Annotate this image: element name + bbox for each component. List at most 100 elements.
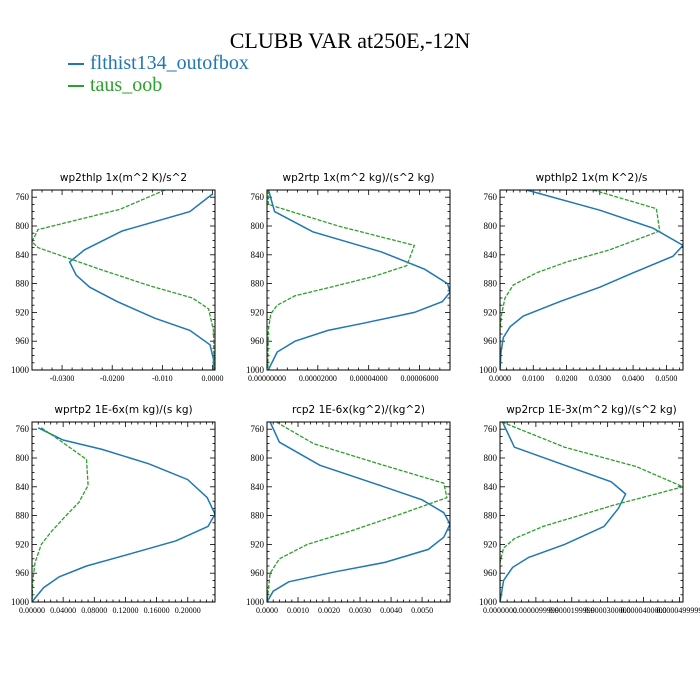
y-tick-label: 880: [16, 279, 30, 289]
series-line-flthist134: [500, 422, 627, 602]
y-tick-label: 800: [251, 221, 265, 231]
y-tick-label: 960: [484, 568, 498, 578]
y-tick-label: 1000: [11, 365, 30, 375]
x-tick-label: 0.0040: [380, 606, 402, 615]
y-tick-label: 1000: [479, 365, 498, 375]
legend-entry-flthist134: flthist134_outofbox: [68, 52, 249, 75]
y-tick-label: 1000: [479, 597, 498, 607]
y-tick-label: 800: [251, 453, 265, 463]
panel-4: wprtp2 1E-6x(m kg)/(s kg) 760 800 840 880 920…: [11, 404, 216, 615]
x-tick-label: -0.010: [152, 374, 173, 383]
legend-label: flthist134_outofbox: [90, 52, 249, 74]
series-line-flthist134: [68, 193, 215, 370]
panel-title: rcp2 1E-6x(kg^2)/(kg^2): [292, 404, 425, 416]
panel-title: wp2rcp 1E-3x(m^2 kg)/(s^2 kg): [506, 404, 677, 416]
y-tick-label: 920: [16, 307, 30, 317]
y-tick-label: 760: [16, 192, 30, 202]
series-line-taus-oob: [500, 422, 683, 602]
series-line-taus-oob: [500, 190, 661, 370]
y-tick-label: 760: [251, 424, 265, 434]
y-tick-label: 800: [16, 221, 30, 231]
x-tick-label: 0.0400: [622, 374, 644, 383]
x-tick-label: 0.0000300000: [585, 606, 631, 615]
panel-1: wp2thlp 1x(m^2 K)/s^2 760 800 840 880 920 960 1…: [11, 172, 223, 383]
legend-swatch-blue: [68, 63, 84, 66]
x-tick-label: 0.0100: [522, 374, 544, 383]
x-tick-label: 0.0010: [287, 606, 309, 615]
y-tick-label: 880: [484, 279, 498, 289]
x-tick-label: -0.0300: [50, 374, 75, 383]
x-tick-label: 0.00000000: [248, 374, 286, 383]
x-tick-label: 0.0000: [489, 374, 511, 383]
legend-label: taus_oob: [90, 74, 163, 96]
x-tick-label: 0.0000199999: [549, 606, 595, 615]
y-tick-label: 1000: [246, 597, 265, 607]
series-line-flthist134: [267, 190, 450, 370]
x-tick-label: 0.00004000: [350, 374, 388, 383]
x-tick-label: 0.0000099999: [513, 606, 559, 615]
y-tick-label: 840: [251, 250, 265, 260]
y-tick-label: 960: [251, 336, 265, 346]
y-tick-label: 920: [251, 539, 265, 549]
x-tick-label: 0.0030: [349, 606, 371, 615]
y-tick-label: 760: [484, 424, 498, 434]
y-tick-label: 960: [16, 568, 30, 578]
series-line-flthist134: [500, 190, 683, 370]
x-tick-label: 0.00006000: [401, 374, 439, 383]
series-line-taus-oob: [32, 190, 215, 370]
x-tick-label: 0.20000: [175, 606, 201, 615]
panel-title: wprtp2 1E-6x(m kg)/(s kg): [54, 404, 192, 416]
y-tick-label: 760: [484, 192, 498, 202]
y-tick-label: 880: [251, 511, 265, 521]
panel-frame: [31, 421, 216, 603]
y-tick-label: 920: [484, 307, 498, 317]
y-tick-label: 840: [16, 250, 30, 260]
y-tick-label: 960: [251, 568, 265, 578]
series-line-flthist134: [267, 422, 450, 602]
y-tick-label: 1000: [246, 365, 265, 375]
x-tick-label: 0.04000: [50, 606, 76, 615]
panel-frame: [31, 189, 216, 371]
y-tick-label: 840: [484, 250, 498, 260]
y-tick-label: 800: [16, 453, 30, 463]
x-tick-label: 0.16000: [144, 606, 170, 615]
y-tick-label: 880: [484, 511, 498, 521]
panel-frame: [499, 421, 684, 603]
panel-title: wp2rtp 1x(m^2 kg)/(s^2 kg): [282, 172, 434, 184]
y-tick-label: 880: [251, 279, 265, 289]
series-line-taus-oob: [267, 190, 416, 370]
x-tick-label: 0.0000: [256, 606, 278, 615]
y-tick-label: 920: [484, 539, 498, 549]
x-tick-label: 0.0300: [589, 374, 611, 383]
y-tick-label: 800: [484, 221, 498, 231]
panel-2: wp2rtp 1x(m^2 kg)/(s^2 kg) 760 800 840 880 92…: [246, 172, 451, 383]
panel-frame: [499, 189, 684, 371]
x-tick-label: 0.0200: [556, 374, 578, 383]
figure-title: CLUBB VAR at250E,-12N: [229, 28, 471, 53]
y-tick-label: 920: [251, 307, 265, 317]
y-tick-label: 760: [16, 424, 30, 434]
x-tick-label: 0.0000400000: [621, 606, 667, 615]
series-line-taus-oob: [267, 422, 448, 602]
series-line-flthist134: [32, 427, 215, 602]
legend-swatch-green: [68, 85, 84, 88]
panel-3: wpthlp2 1x(m K^2)/s 760 800 840 880 920 960 100…: [479, 172, 684, 383]
x-tick-label: 0.0500: [655, 374, 677, 383]
x-tick-label: 0.0000000: [483, 606, 517, 615]
legend-entry-taus-oob: taus_oob: [68, 74, 162, 97]
y-tick-label: 880: [16, 511, 30, 521]
y-tick-label: 800: [484, 453, 498, 463]
y-tick-label: 960: [484, 336, 498, 346]
y-tick-label: 1000: [11, 597, 30, 607]
x-tick-label: 0.08000: [81, 606, 107, 615]
y-tick-label: 840: [251, 482, 265, 492]
x-tick-label: 0.0000: [201, 374, 223, 383]
series-line-taus-oob: [32, 427, 89, 602]
panel-6: wp2rcp 1E-3x(m^2 kg)/(s^2 kg) 760 800 840 88…: [479, 404, 700, 615]
x-tick-label: 0.0020: [318, 606, 340, 615]
x-tick-label: 0.0000499999: [656, 606, 700, 615]
y-tick-label: 840: [16, 482, 30, 492]
y-tick-label: 840: [484, 482, 498, 492]
